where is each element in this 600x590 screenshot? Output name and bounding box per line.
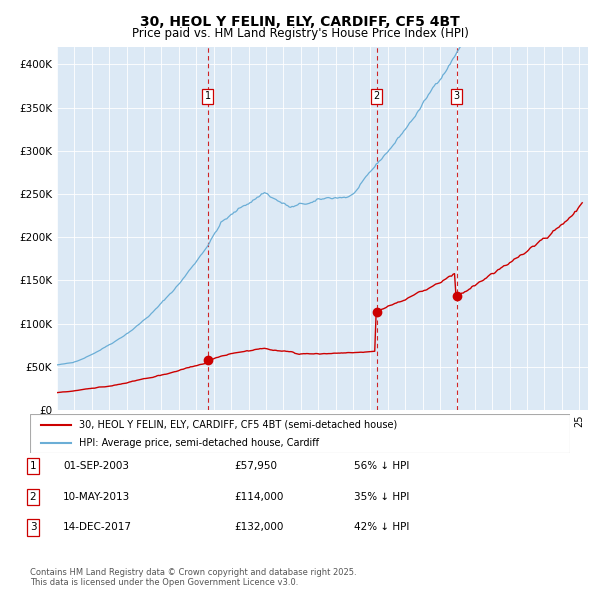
Text: £57,950: £57,950: [234, 461, 277, 471]
Text: 10-MAY-2013: 10-MAY-2013: [63, 492, 130, 502]
Text: 2: 2: [374, 91, 380, 101]
Text: Price paid vs. HM Land Registry's House Price Index (HPI): Price paid vs. HM Land Registry's House …: [131, 27, 469, 40]
Text: £132,000: £132,000: [234, 523, 283, 532]
Text: 30, HEOL Y FELIN, ELY, CARDIFF, CF5 4BT: 30, HEOL Y FELIN, ELY, CARDIFF, CF5 4BT: [140, 15, 460, 30]
Text: 1: 1: [29, 461, 37, 471]
Text: 01-SEP-2003: 01-SEP-2003: [63, 461, 129, 471]
Text: 30, HEOL Y FELIN, ELY, CARDIFF, CF5 4BT (semi-detached house): 30, HEOL Y FELIN, ELY, CARDIFF, CF5 4BT …: [79, 420, 397, 430]
Text: HPI: Average price, semi-detached house, Cardiff: HPI: Average price, semi-detached house,…: [79, 438, 319, 448]
Text: 42% ↓ HPI: 42% ↓ HPI: [354, 523, 409, 532]
Text: 56% ↓ HPI: 56% ↓ HPI: [354, 461, 409, 471]
FancyBboxPatch shape: [30, 414, 570, 453]
Text: 3: 3: [29, 523, 37, 532]
Text: £114,000: £114,000: [234, 492, 283, 502]
Text: 14-DEC-2017: 14-DEC-2017: [63, 523, 132, 532]
Text: 1: 1: [205, 91, 211, 101]
Text: Contains HM Land Registry data © Crown copyright and database right 2025.
This d: Contains HM Land Registry data © Crown c…: [30, 568, 356, 587]
Text: 3: 3: [454, 91, 460, 101]
Text: 35% ↓ HPI: 35% ↓ HPI: [354, 492, 409, 502]
Text: 2: 2: [29, 492, 37, 502]
